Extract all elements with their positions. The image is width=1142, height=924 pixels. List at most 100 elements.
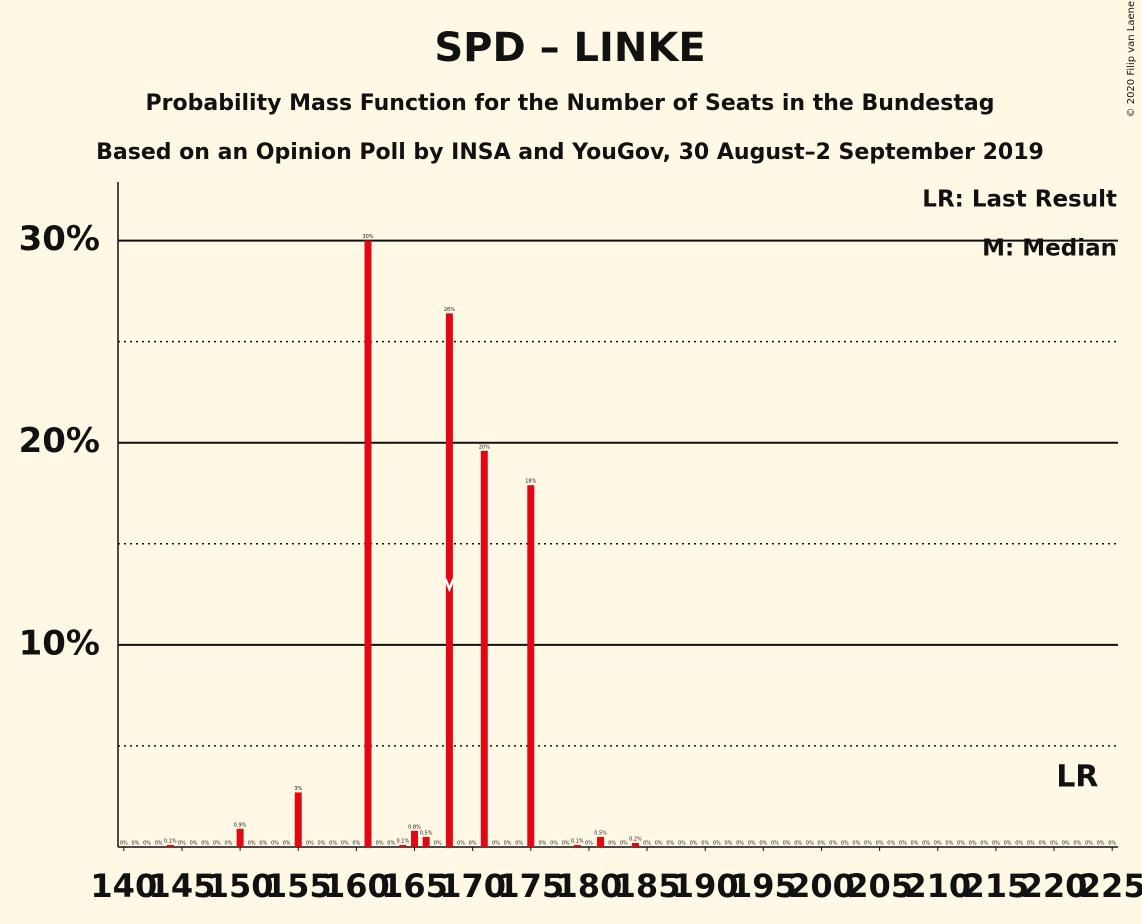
value-label: 0% <box>259 841 267 847</box>
x-tick-label: 145 <box>149 867 216 905</box>
value-label: 0% <box>969 841 977 847</box>
value-label: 0% <box>922 841 930 847</box>
subtitle: Probability Mass Function for the Number… <box>146 91 995 116</box>
value-label: 0% <box>783 841 791 847</box>
value-label: 0% <box>701 841 709 847</box>
value-label: 0% <box>911 841 919 847</box>
value-label: 0% <box>329 841 337 847</box>
value-label: 0% <box>678 841 686 847</box>
bar <box>399 844 407 847</box>
value-label: 0% <box>736 841 744 847</box>
value-label: 0% <box>759 841 767 847</box>
value-label: 0% <box>224 841 232 847</box>
value-label: 0% <box>1108 841 1116 847</box>
value-label: 0% <box>562 841 570 847</box>
value-label: 0% <box>341 841 349 847</box>
bar <box>480 450 488 847</box>
y-tick-label: 20% <box>19 421 100 461</box>
value-label: 0% <box>794 841 802 847</box>
median-marker <box>444 578 455 593</box>
value-label: 0.5% <box>594 830 607 836</box>
bar <box>422 836 430 847</box>
x-tick-label: 195 <box>730 867 797 905</box>
value-label: 0% <box>934 841 942 847</box>
value-label: 0% <box>655 841 663 847</box>
x-tick-label: 205 <box>846 867 913 905</box>
x-tick-label: 200 <box>788 867 855 905</box>
bar <box>527 485 535 847</box>
value-label: 0% <box>434 841 442 847</box>
value-label: 0% <box>120 841 128 847</box>
value-label: 0% <box>190 841 198 847</box>
value-label: 0% <box>666 841 674 847</box>
value-label: 0% <box>306 841 314 847</box>
value-label: 0% <box>155 841 163 847</box>
x-tick-label: 160 <box>323 867 390 905</box>
value-label: 0% <box>1050 841 1058 847</box>
value-label: 0% <box>608 841 616 847</box>
value-label: 0% <box>818 841 826 847</box>
value-label: 0% <box>1073 841 1081 847</box>
value-label: 26% <box>444 307 455 313</box>
value-label: 0% <box>515 841 523 847</box>
value-label: 0% <box>271 841 279 847</box>
y-tick-label: 30% <box>19 219 100 259</box>
bar <box>294 792 302 847</box>
value-label: 0% <box>980 841 988 847</box>
value-label: 0% <box>585 841 593 847</box>
value-label: 0.1% <box>397 838 410 844</box>
value-label: 0% <box>864 841 872 847</box>
value-label: 0.8% <box>408 824 421 830</box>
value-label: 0% <box>945 841 953 847</box>
value-label: 0% <box>178 841 186 847</box>
value-label: 0% <box>131 841 139 847</box>
value-label: 0% <box>852 841 860 847</box>
x-tick-label: 155 <box>265 867 332 905</box>
legend-entry: LR: Last Result <box>922 187 1117 213</box>
x-tick-label: 150 <box>207 867 274 905</box>
value-label: 0% <box>829 841 837 847</box>
value-label: 0% <box>376 841 384 847</box>
value-label: 0% <box>318 841 326 847</box>
x-tick-label: 225 <box>1079 867 1142 905</box>
value-label: 0% <box>771 841 779 847</box>
value-label: 0% <box>1038 841 1046 847</box>
x-tick-label: 165 <box>381 867 448 905</box>
value-label: 20% <box>479 444 490 450</box>
x-tick-label: 215 <box>963 867 1030 905</box>
bar <box>364 240 372 848</box>
value-label: 0% <box>1062 841 1070 847</box>
value-label: 0% <box>713 841 721 847</box>
value-label: 0% <box>1097 841 1105 847</box>
bar <box>166 844 174 847</box>
value-label: 0% <box>457 841 465 847</box>
legend-entry: M: Median <box>982 236 1117 262</box>
x-tick-label: 180 <box>556 867 623 905</box>
value-label: 0.9% <box>234 822 247 828</box>
value-label: 0.1% <box>164 838 177 844</box>
value-label: 0% <box>283 841 291 847</box>
copyright: © 2020 Filip van Laenen <box>1126 0 1137 117</box>
bar <box>445 313 453 848</box>
x-tick-label: 170 <box>439 867 506 905</box>
value-label: 0% <box>1085 841 1093 847</box>
value-label: 0% <box>992 841 1000 847</box>
bar <box>236 828 244 847</box>
value-label: 0% <box>806 841 814 847</box>
bar <box>597 836 605 847</box>
value-label: 0% <box>550 841 558 847</box>
value-label: 0% <box>899 841 907 847</box>
value-label: 0% <box>876 841 884 847</box>
value-label: 30% <box>362 234 373 240</box>
value-label: 3% <box>294 786 302 792</box>
value-label: 0% <box>887 841 895 847</box>
bar <box>631 842 639 847</box>
chart-title: SPD – LINKE <box>434 25 705 71</box>
value-label: 0% <box>201 841 209 847</box>
value-label: 0% <box>143 841 151 847</box>
value-label: 0% <box>841 841 849 847</box>
value-label: 0% <box>469 841 477 847</box>
x-tick-label: 140 <box>90 867 157 905</box>
last-result-label: LR <box>1056 760 1098 795</box>
